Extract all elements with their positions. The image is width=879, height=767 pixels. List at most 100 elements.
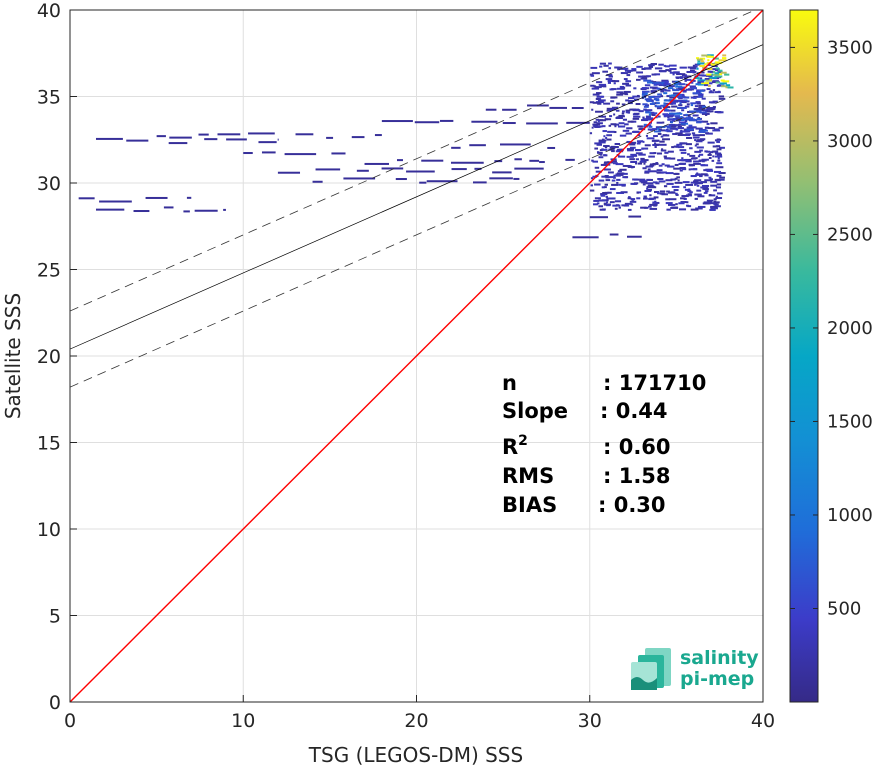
density-cell	[669, 96, 676, 99]
density-cell	[704, 179, 712, 182]
density-cell	[610, 147, 616, 150]
density-cell	[624, 202, 632, 205]
density-cell	[646, 187, 649, 190]
density-cell	[690, 102, 697, 105]
density-cell	[636, 142, 641, 145]
density-cell	[710, 122, 718, 125]
density-cell	[717, 90, 721, 93]
density-cell	[607, 80, 616, 83]
density-cell	[680, 116, 683, 119]
density-cell	[659, 192, 665, 195]
density-cell	[694, 183, 697, 186]
density-cell	[683, 76, 687, 79]
density-cell	[601, 175, 608, 178]
density-cell	[685, 160, 692, 163]
density-cell	[597, 102, 602, 105]
density-cell	[665, 172, 674, 175]
density-cell	[691, 87, 698, 90]
density-cell	[647, 205, 652, 208]
density-cell	[636, 71, 644, 74]
density-cell	[708, 127, 716, 130]
density-cell	[616, 181, 619, 184]
density-cell	[716, 138, 720, 141]
density-cell	[628, 196, 631, 199]
density-cell	[596, 122, 603, 125]
density-streak	[277, 138, 279, 141]
density-cell	[689, 191, 693, 194]
density-cell	[618, 183, 626, 186]
density-cell	[631, 68, 637, 71]
density-streak	[331, 152, 346, 155]
density-cell	[669, 71, 677, 74]
density-cell	[634, 98, 639, 101]
density-cell	[643, 123, 647, 126]
density-cell	[666, 165, 675, 168]
density-cell	[662, 134, 670, 137]
density-cell	[709, 178, 713, 181]
density-cell	[712, 129, 721, 132]
density-cell	[694, 65, 698, 68]
density-cell	[695, 181, 703, 184]
density-cell	[627, 208, 632, 211]
density-cell	[693, 108, 702, 111]
density-cell	[696, 58, 703, 61]
density-cell	[685, 143, 692, 146]
density-cell	[598, 205, 604, 208]
density-cell	[662, 88, 667, 91]
density-cell	[628, 141, 637, 144]
density-cell	[694, 105, 699, 108]
density-cell	[642, 91, 646, 94]
density-cell	[667, 203, 676, 206]
density-cell	[608, 75, 613, 78]
density-cell	[666, 190, 670, 193]
density-cell	[622, 82, 630, 85]
density-streak	[396, 159, 403, 162]
density-cell	[697, 205, 706, 208]
density-cell	[591, 108, 594, 111]
density-cell	[695, 143, 699, 146]
density-cell	[689, 85, 696, 88]
density-cell	[687, 153, 690, 156]
density-cell	[706, 67, 713, 70]
density-cell	[653, 98, 660, 101]
density-cell	[605, 137, 608, 140]
density-cell	[618, 206, 621, 209]
density-cell	[705, 132, 709, 135]
density-cell	[609, 176, 616, 179]
density-cell	[611, 88, 617, 91]
density-cell	[625, 132, 632, 135]
density-cell	[688, 168, 691, 171]
density-streak	[198, 133, 209, 136]
density-cell	[656, 169, 663, 172]
density-cell	[716, 153, 723, 156]
density-cell	[670, 178, 676, 181]
density-cell	[632, 117, 640, 120]
density-cell	[642, 103, 648, 106]
density-cell	[595, 97, 600, 100]
density-cell	[679, 169, 683, 172]
density-cell	[651, 73, 657, 76]
density-cell	[627, 165, 635, 168]
density-cell	[704, 113, 708, 116]
density-cell	[684, 119, 688, 122]
density-cell	[654, 130, 661, 133]
density-streak	[473, 181, 487, 184]
density-streak	[395, 178, 407, 181]
density-cell	[718, 84, 721, 87]
density-cell	[707, 64, 713, 67]
density-cell	[688, 88, 691, 91]
stat-value: : 0.60	[603, 435, 671, 459]
density-cell	[685, 113, 688, 116]
density-cell	[655, 190, 660, 193]
density-cell	[677, 94, 682, 97]
density-cell	[607, 191, 612, 194]
density-cell	[675, 192, 678, 195]
density-cell	[705, 74, 710, 77]
density-cell	[607, 130, 615, 133]
density-streak	[261, 151, 276, 154]
density-cell	[654, 67, 663, 70]
density-cell	[604, 161, 612, 164]
density-cell	[718, 126, 724, 129]
density-streak	[381, 167, 404, 170]
density-cell	[602, 130, 607, 133]
